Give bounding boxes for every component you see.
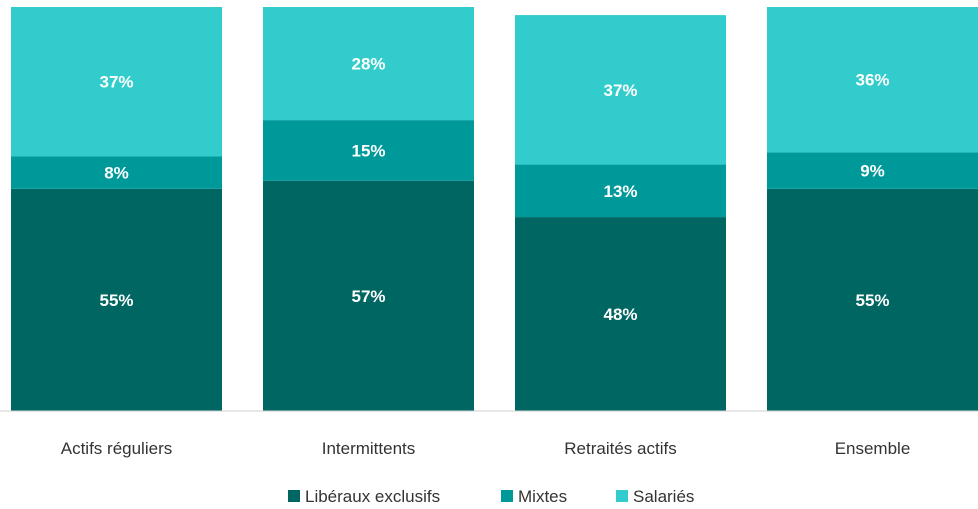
- category-labels: Actifs réguliers Intermittents Retraités a…: [61, 439, 911, 458]
- category-label: Retraités actifs: [564, 439, 676, 458]
- bar-2-4: [767, 152, 978, 189]
- value-label: 8%: [104, 164, 129, 183]
- bar-2-2: [263, 120, 474, 181]
- value-label: 37%: [99, 73, 133, 92]
- value-label: 28%: [351, 55, 385, 74]
- bar-3-4: [767, 7, 978, 153]
- value-label: 9%: [860, 162, 885, 181]
- value-label: 36%: [855, 71, 889, 90]
- value-label: 57%: [351, 287, 385, 306]
- bar-3-3: [515, 15, 726, 165]
- value-label: 37%: [603, 81, 637, 100]
- bar-1-1: [11, 188, 222, 411]
- legend-label: Salariés: [633, 487, 694, 506]
- legend-swatch: [288, 490, 300, 502]
- legend-swatch: [501, 490, 513, 502]
- value-label: 55%: [99, 291, 133, 310]
- category-label: Intermittents: [322, 439, 416, 458]
- legend-label: Mixtes: [518, 487, 567, 506]
- category-label: Actifs réguliers: [61, 439, 172, 458]
- bar-2-3: [515, 164, 726, 218]
- value-label: 48%: [603, 305, 637, 324]
- value-label: 15%: [351, 141, 385, 160]
- legend-label: Libéraux exclusifs: [305, 487, 440, 506]
- value-labels-layer: 55% 8% 37% 57% 15% 28% 48% 13% 37% 55% 9% 36%: [99, 55, 889, 324]
- bar-1-2: [263, 180, 474, 411]
- value-label: 13%: [603, 182, 637, 201]
- bars-layer: [11, 7, 978, 411]
- bar-3-1: [11, 7, 222, 157]
- bar-1-4: [767, 188, 978, 411]
- value-label: 55%: [855, 291, 889, 310]
- bar-2-1: [11, 156, 222, 189]
- bar-3-2: [263, 7, 474, 121]
- legend: Libéraux exclusifs Mixtes Salariés: [288, 487, 694, 506]
- bar-1-3: [515, 217, 726, 411]
- category-label: Ensemble: [835, 439, 911, 458]
- legend-swatch: [616, 490, 628, 502]
